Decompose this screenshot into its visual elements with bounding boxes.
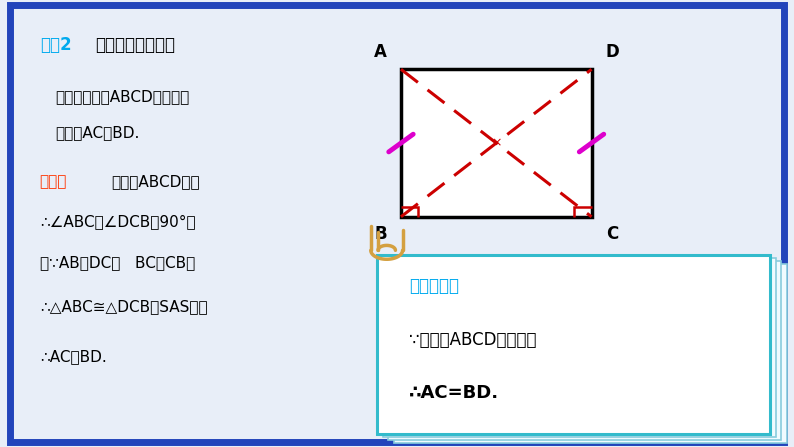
Text: ∴AC=BD.: ∴AC=BD.: [409, 384, 499, 402]
Text: 证明：: 证明：: [40, 174, 67, 190]
Text: ∴∠ABC＝∠DCB＝90°，: ∴∠ABC＝∠DCB＝90°，: [40, 215, 195, 230]
Text: D: D: [606, 43, 619, 61]
Text: ∵四边形ABCD是矩形，: ∵四边形ABCD是矩形，: [409, 331, 537, 349]
Text: ×: ×: [491, 136, 502, 150]
Text: 求证：AC＝BD.: 求证：AC＝BD.: [56, 125, 140, 140]
FancyBboxPatch shape: [388, 261, 781, 440]
Text: 矩形的对角线相等: 矩形的对角线相等: [95, 36, 175, 54]
FancyBboxPatch shape: [394, 264, 787, 443]
Text: 又∵AB＝DC，   BC＝CB，: 又∵AB＝DC， BC＝CB，: [40, 255, 195, 270]
Text: 已知：四边形ABCD是矩形，: 已知：四边形ABCD是矩形，: [56, 89, 190, 105]
Text: 猜悃2: 猜悃2: [40, 36, 71, 54]
Text: A: A: [374, 43, 387, 61]
Text: 几何语言：: 几何语言：: [409, 277, 459, 295]
Text: ∴AC＝BD.: ∴AC＝BD.: [40, 349, 106, 364]
FancyBboxPatch shape: [383, 258, 776, 437]
Polygon shape: [401, 69, 592, 217]
Text: B: B: [374, 225, 387, 243]
Text: C: C: [606, 225, 618, 243]
Text: ∴△ABC≅△DCB（SAS），: ∴△ABC≅△DCB（SAS），: [40, 299, 207, 315]
Text: 在矩形ABCD中，: 在矩形ABCD中，: [111, 174, 200, 190]
FancyBboxPatch shape: [377, 255, 770, 434]
